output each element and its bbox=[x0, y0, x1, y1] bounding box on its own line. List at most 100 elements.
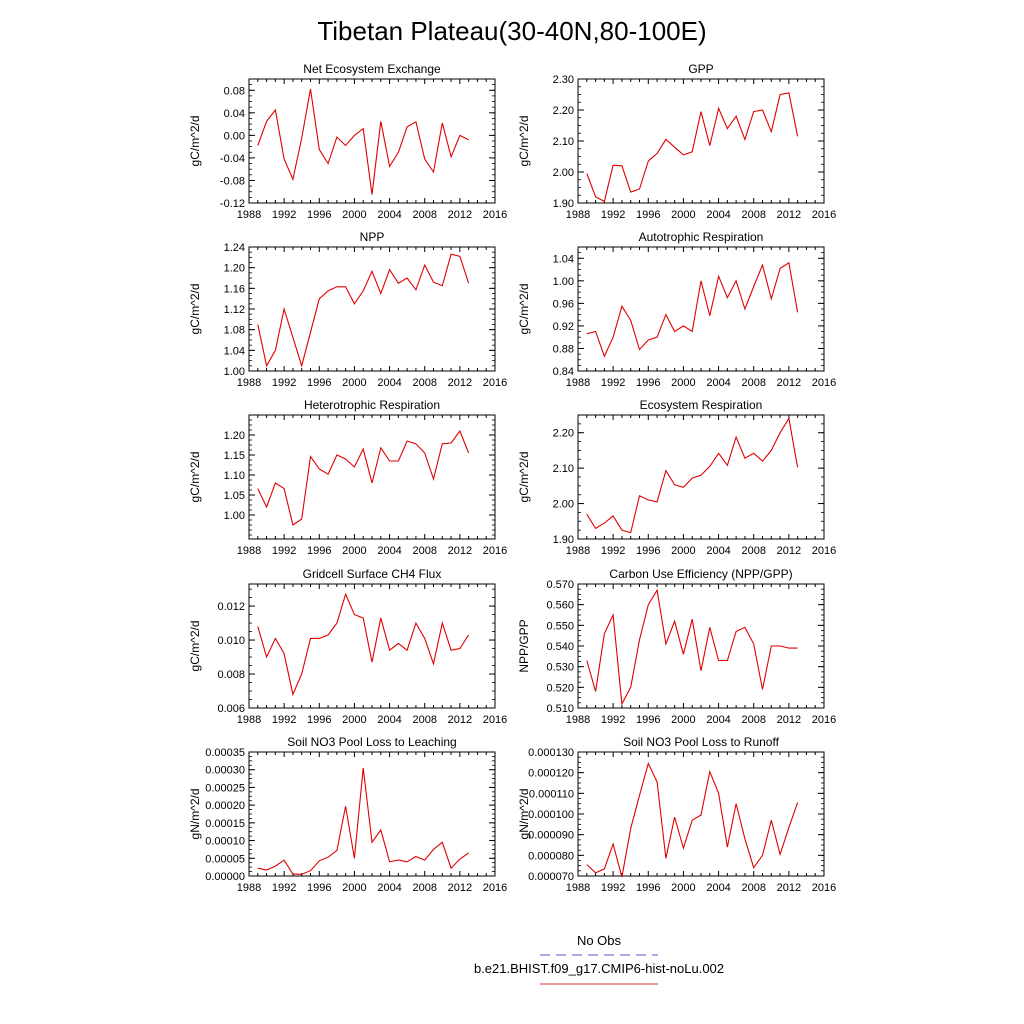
series-line-0 bbox=[586, 261, 799, 358]
x-tick-label: 2000 bbox=[671, 882, 695, 894]
y-tick-label: 1.16 bbox=[224, 283, 245, 295]
y-tick-label: 0.520 bbox=[546, 682, 574, 694]
chart-panel-4: Heterotrophic Respiration gC/m^2/d 1988 199… bbox=[188, 398, 507, 557]
y-axis-label: gC/m^2/d bbox=[188, 452, 202, 503]
series-line-0 bbox=[257, 253, 470, 368]
y-tick-label: 0.96 bbox=[553, 298, 574, 310]
y-tick-label: 1.00 bbox=[553, 276, 574, 288]
x-tick-label: 2008 bbox=[741, 714, 765, 726]
x-tick-label: 2004 bbox=[377, 377, 401, 389]
y-axis-label: gC/m^2/d bbox=[517, 116, 531, 167]
x-tick-label: 2016 bbox=[812, 209, 836, 221]
y-tick-label: 0.00005 bbox=[205, 853, 245, 865]
x-tick-label: 1996 bbox=[636, 882, 660, 894]
y-tick-label: 0.00030 bbox=[205, 765, 245, 777]
y-tick-label: 1.00 bbox=[224, 510, 245, 522]
series-line-0 bbox=[586, 92, 799, 203]
x-tick-label: 1988 bbox=[237, 377, 261, 389]
y-tick-label: 2.10 bbox=[553, 136, 574, 148]
y-tick-label: 0.04 bbox=[224, 108, 245, 120]
x-tick-label: 2000 bbox=[342, 209, 366, 221]
y-axis-label: NPP/GPP bbox=[517, 619, 531, 672]
y-tick-label: 0.000090 bbox=[528, 830, 574, 842]
plot-frame bbox=[248, 583, 496, 709]
x-tick-label: 1992 bbox=[272, 209, 296, 221]
y-tick-label: 0.000110 bbox=[529, 788, 574, 800]
plot-frame bbox=[248, 751, 496, 877]
y-tick-label: 0.92 bbox=[553, 321, 574, 333]
x-tick-label: 1988 bbox=[566, 545, 590, 557]
x-tick-label: 1996 bbox=[307, 714, 331, 726]
x-tick-label: 2004 bbox=[706, 545, 730, 557]
x-tick-label: 1996 bbox=[636, 377, 660, 389]
x-tick-label: 2016 bbox=[483, 377, 507, 389]
x-tick-label: 2008 bbox=[741, 882, 765, 894]
y-tick-label: 2.20 bbox=[553, 105, 574, 117]
plot-frame bbox=[577, 78, 825, 204]
y-tick-label: 1.20 bbox=[224, 430, 245, 442]
series-line-0 bbox=[586, 416, 799, 534]
x-tick-label: 2000 bbox=[342, 377, 366, 389]
series-line-0 bbox=[257, 89, 469, 195]
y-tick-label: 0.000120 bbox=[528, 768, 574, 780]
chart-panel-8: Soil NO3 Pool Loss to Leaching gN/m^2/d 19… bbox=[188, 735, 507, 894]
chart-panel-5: Ecosystem Respiration gC/m^2/d 1988 1992 199… bbox=[517, 398, 836, 557]
x-tick-label: 1988 bbox=[237, 209, 261, 221]
x-tick-label: 2004 bbox=[706, 377, 730, 389]
y-axis-label: gN/m^2/d bbox=[517, 789, 531, 840]
x-tick-label: 1992 bbox=[272, 882, 296, 894]
y-tick-label: 0.84 bbox=[553, 366, 574, 378]
y-tick-label: -0.04 bbox=[220, 153, 245, 165]
chart-panel-7: Carbon Use Efficiency (NPP/GPP) NPP/GPP 19… bbox=[517, 567, 836, 726]
x-tick-label: 2012 bbox=[777, 882, 801, 894]
panel-title: Net Ecosystem Exchange bbox=[303, 62, 441, 76]
x-tick-label: 1988 bbox=[566, 882, 590, 894]
x-tick-label: 1992 bbox=[601, 714, 625, 726]
y-tick-label: 0.530 bbox=[546, 662, 574, 674]
x-tick-label: 2016 bbox=[812, 714, 836, 726]
x-tick-label: 2012 bbox=[777, 377, 801, 389]
y-tick-label: 1.12 bbox=[224, 304, 245, 316]
x-tick-label: 2008 bbox=[741, 209, 765, 221]
y-tick-label: 1.05 bbox=[224, 490, 245, 502]
x-tick-label: 1996 bbox=[307, 882, 331, 894]
x-tick-label: 1996 bbox=[636, 209, 660, 221]
x-tick-label: 2012 bbox=[448, 209, 472, 221]
y-tick-label: 1.08 bbox=[224, 325, 245, 337]
x-tick-label: 2004 bbox=[706, 209, 730, 221]
chart-panels: Net Ecosystem Exchange gC/m^2/d 1988 1992 19… bbox=[188, 62, 836, 894]
panel-title: Ecosystem Respiration bbox=[640, 398, 763, 412]
x-tick-label: 1992 bbox=[601, 545, 625, 557]
y-tick-label: -0.08 bbox=[220, 175, 245, 187]
y-tick-label: 0.006 bbox=[217, 703, 245, 715]
chart-panel-0: Net Ecosystem Exchange gC/m^2/d 1988 1992 19… bbox=[188, 62, 507, 221]
y-tick-label: 0.000100 bbox=[528, 809, 574, 821]
x-tick-label: 2004 bbox=[377, 714, 401, 726]
x-tick-label: 2000 bbox=[671, 377, 695, 389]
y-tick-label: 0.000130 bbox=[528, 747, 574, 759]
x-tick-label: 2012 bbox=[448, 545, 472, 557]
y-tick-label: 0.000070 bbox=[528, 871, 574, 883]
legend: No Obs b.e21.BHIST.f09_g17.CMIP6-hist-no… bbox=[474, 933, 724, 985]
series-line-0 bbox=[586, 588, 798, 706]
x-tick-label: 2012 bbox=[448, 714, 472, 726]
plot-frame bbox=[577, 414, 825, 540]
y-tick-label: 1.24 bbox=[224, 242, 245, 254]
series-line-0 bbox=[257, 767, 469, 875]
figure-title: Tibetan Plateau(30-40N,80-100E) bbox=[317, 16, 706, 46]
x-tick-label: 1988 bbox=[237, 714, 261, 726]
y-tick-label: 1.90 bbox=[553, 534, 574, 546]
y-tick-label: 0.008 bbox=[217, 669, 245, 681]
x-tick-label: 2008 bbox=[412, 377, 436, 389]
y-axis-label: gC/m^2/d bbox=[517, 452, 531, 503]
chart-panel-1: GPP gC/m^2/d 1988 1992 1996 2000 2004 2008 2012 2… bbox=[517, 62, 836, 221]
x-tick-label: 2000 bbox=[671, 714, 695, 726]
y-tick-label: 1.10 bbox=[224, 470, 245, 482]
y-tick-label: 0.88 bbox=[553, 343, 574, 355]
x-tick-label: 2012 bbox=[448, 377, 472, 389]
plot-frame bbox=[577, 583, 825, 709]
y-tick-label: 1.00 bbox=[224, 366, 245, 378]
x-tick-label: 1992 bbox=[601, 377, 625, 389]
y-tick-label: 0.00025 bbox=[205, 782, 245, 794]
